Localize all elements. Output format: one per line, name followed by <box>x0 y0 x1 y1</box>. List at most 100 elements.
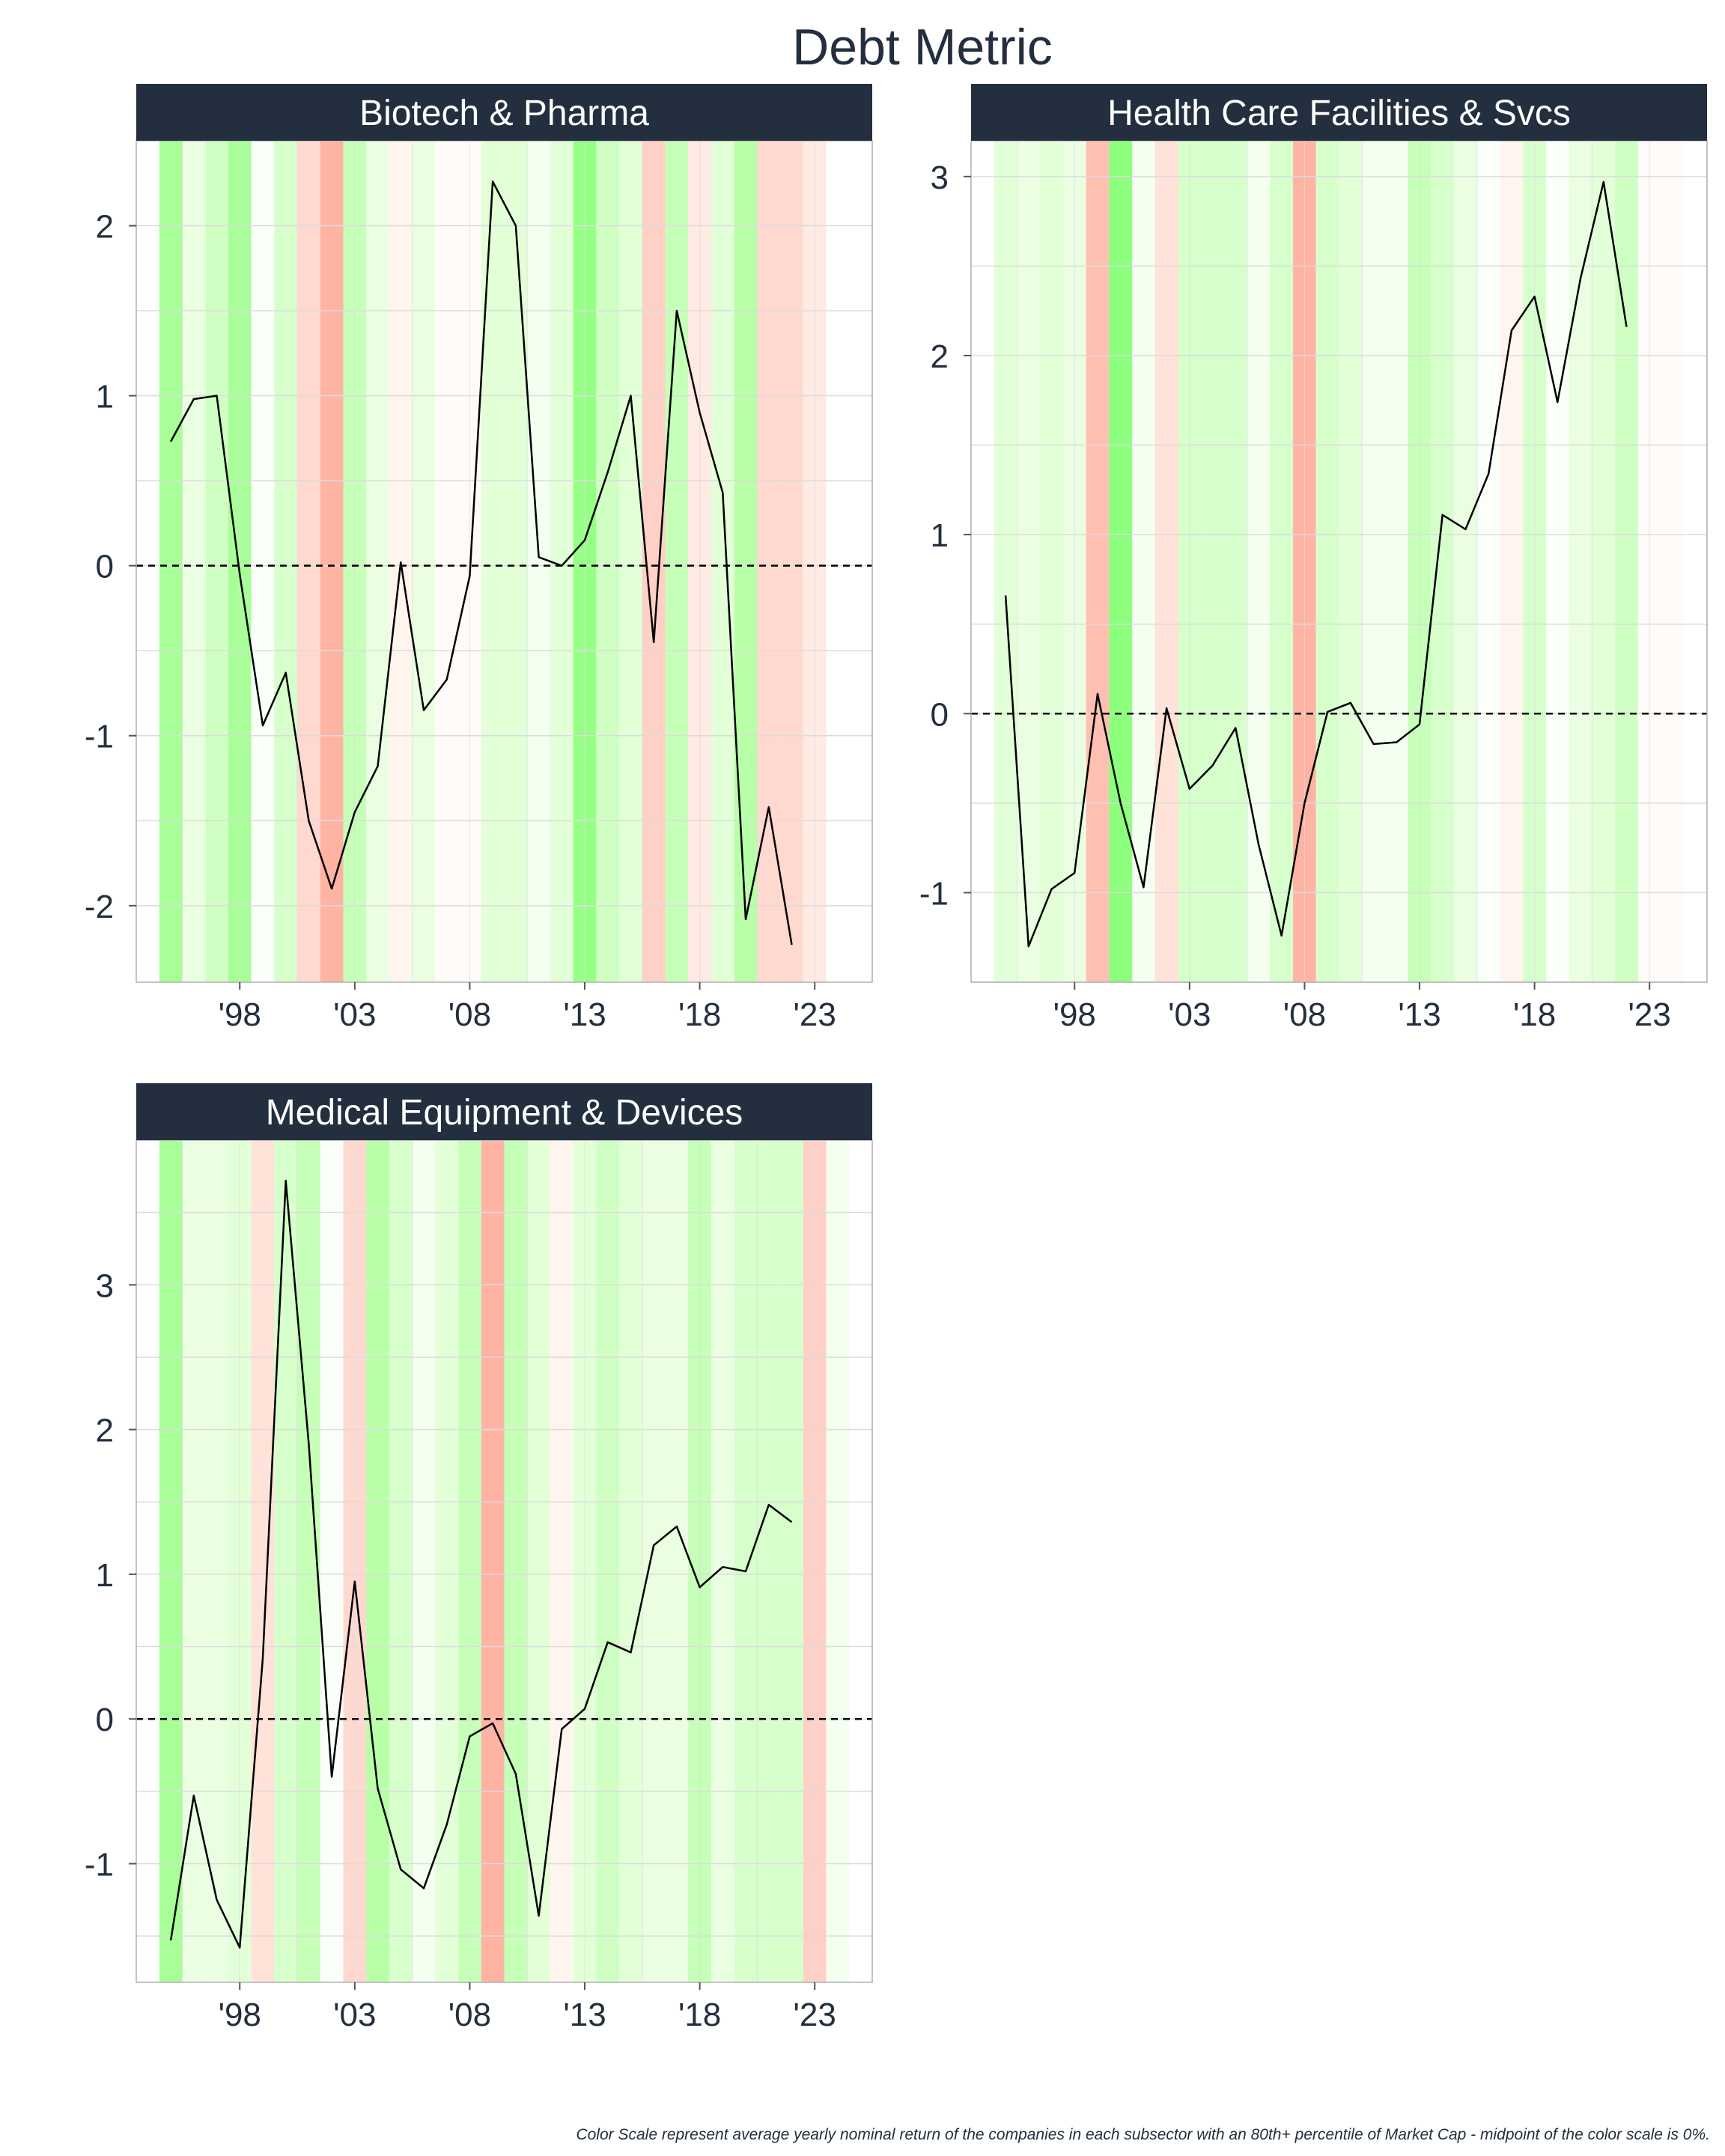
return-band <box>274 141 298 982</box>
return-band <box>826 1140 850 1982</box>
return-band <box>297 141 320 982</box>
y-tick-label: 3 <box>96 1267 114 1304</box>
return-band <box>642 1140 666 1982</box>
x-tick-label: '08 <box>448 996 491 1033</box>
y-tick-label: 0 <box>931 696 949 733</box>
return-band <box>619 1140 642 1982</box>
figure-title: Debt Metric <box>792 19 1053 76</box>
panel-strip <box>971 84 1707 141</box>
y-tick-label: 1 <box>931 517 949 554</box>
y-tick-label: 2 <box>96 209 114 246</box>
return-bands <box>159 1140 850 1982</box>
x-tick-label: '23 <box>794 1997 836 2033</box>
return-band <box>251 141 275 982</box>
gridlines <box>136 140 873 982</box>
x-tick-label: '13 <box>563 1997 606 2033</box>
x-tick-label: '13 <box>563 996 606 1033</box>
y-tick-label: -1 <box>919 875 949 912</box>
return-band <box>1661 141 1685 982</box>
x-tick-label: '03 <box>1168 996 1211 1033</box>
return-band <box>711 1140 734 1982</box>
return-band <box>182 141 206 982</box>
return-band <box>481 1140 505 1982</box>
panel-3: Medical Equipment & Devices -1 0 1 2 3 '98 '03 '… <box>85 1083 873 2033</box>
return-band <box>734 1140 758 1982</box>
figure-caption: Color Scale represent average yearly nom… <box>576 2126 1710 2143</box>
return-band <box>1109 141 1133 982</box>
return-band <box>1201 141 1224 982</box>
y-tick-label: 0 <box>96 549 114 585</box>
x-tick-label: '98 <box>219 1997 261 2033</box>
y-tick-label: 2 <box>931 338 949 375</box>
return-band <box>1569 141 1592 982</box>
return-band <box>1247 141 1271 982</box>
return-band <box>1132 141 1155 982</box>
return-band <box>1454 141 1477 982</box>
return-band <box>1315 141 1339 982</box>
panels: Biotech & Pharma -2 -1 0 1 2 '98 '03 '08 '13 '18 '2… <box>85 84 1708 2033</box>
panel-2: Health Care Facilities & Svcs -1 0 1 2 3 '98 '0… <box>919 84 1708 1033</box>
return-band <box>596 141 620 982</box>
return-band <box>366 1140 389 1982</box>
return-band <box>994 141 1017 982</box>
x-tick-label: '18 <box>678 1997 721 2033</box>
return-band <box>205 1140 228 1982</box>
return-band <box>527 141 550 982</box>
return-band <box>1500 141 1524 982</box>
x-tick-label: '08 <box>448 1997 491 2033</box>
return-band <box>1384 141 1408 982</box>
return-band <box>251 1140 275 1982</box>
x-tick-label: '03 <box>333 1997 376 2033</box>
y-tick-label: -1 <box>85 1846 114 1883</box>
return-band <box>205 141 228 982</box>
return-band <box>1615 141 1638 982</box>
y-tick-label: 1 <box>96 379 114 415</box>
return-band <box>550 141 574 982</box>
return-band <box>665 141 689 982</box>
return-band <box>366 141 389 982</box>
return-band <box>596 1140 620 1982</box>
x-tick-label: '08 <box>1283 996 1326 1033</box>
return-band <box>389 1140 413 1982</box>
return-band <box>504 1140 528 1982</box>
series-line <box>1004 180 1628 948</box>
return-band <box>1476 141 1500 982</box>
panel-strip <box>136 1083 872 1140</box>
return-band <box>274 1140 298 1982</box>
return-bands <box>994 141 1685 982</box>
return-band <box>1339 141 1363 982</box>
x-tick-label: '03 <box>333 996 376 1033</box>
return-band <box>481 141 505 982</box>
y-tick-label: -1 <box>85 719 114 755</box>
series-line <box>170 180 793 945</box>
return-band <box>1154 141 1178 982</box>
return-band <box>780 1140 803 1982</box>
return-band <box>435 141 459 982</box>
x-tick-label: '18 <box>1513 996 1556 1033</box>
panel-title: Medical Equipment & Devices <box>266 1093 743 1133</box>
return-band <box>320 141 344 982</box>
return-band <box>1545 141 1569 982</box>
x-tick-label: '98 <box>219 996 261 1033</box>
y-tick-label: 0 <box>96 1702 114 1738</box>
return-band <box>757 1140 781 1982</box>
return-band <box>826 141 850 982</box>
return-band <box>1362 141 1385 982</box>
return-band <box>780 141 803 982</box>
return-band <box>619 141 642 982</box>
return-band <box>550 1140 574 1982</box>
return-band <box>1040 141 1063 982</box>
panel-title: Biotech & Pharma <box>359 94 649 133</box>
return-band <box>1017 141 1041 982</box>
panel-1: Biotech & Pharma -2 -1 0 1 2 '98 '03 '08 '13 '18 '2… <box>85 84 873 1033</box>
gridlines <box>136 1139 873 1982</box>
return-band <box>1431 141 1455 982</box>
y-tick-label: 1 <box>96 1557 114 1594</box>
x-tick-label: '23 <box>1628 996 1671 1033</box>
return-band <box>159 1140 183 1982</box>
return-band <box>1086 141 1110 982</box>
return-band <box>1270 141 1294 982</box>
x-tick-label: '98 <box>1053 996 1096 1033</box>
return-band <box>527 1140 550 1982</box>
